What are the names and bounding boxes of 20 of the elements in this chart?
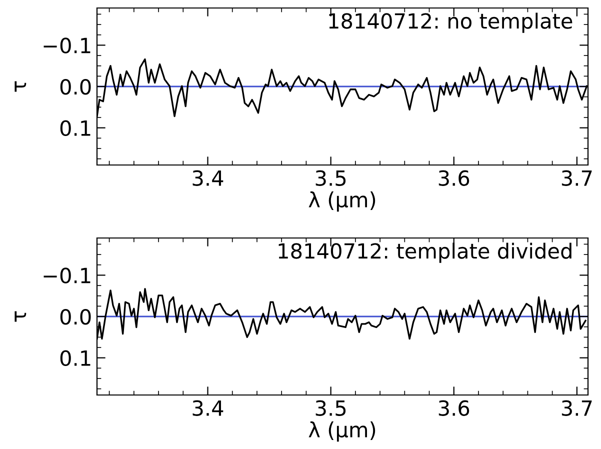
x-tick-label: 3.5 (316, 170, 346, 186)
x-tick-label: 3.7 (562, 400, 592, 416)
y-axis-title: τ (14, 81, 26, 92)
x-tick-label: 3.4 (192, 170, 224, 186)
x-tick-label: 3.6 (438, 400, 470, 416)
y-tick-label: 0.1 (60, 120, 90, 136)
y-tick-label: −0.1 (44, 38, 90, 54)
x-tick-label: 3.6 (438, 170, 470, 186)
x-tick-label: 3.4 (192, 400, 224, 416)
x-axis-title: λ (μm) (308, 191, 376, 212)
y-tick-label: 0.0 (60, 78, 91, 95)
x-tick-label: 3.7 (562, 170, 592, 186)
x-axis-title: λ (μm) (308, 421, 376, 442)
y-tick-label: 0.0 (60, 308, 91, 325)
x-tick-label: 3.5 (316, 400, 346, 416)
y-tick-label: −0.1 (44, 268, 90, 284)
y-axis-title: τ (14, 311, 26, 322)
chart-title: 18140712: no template (329, 12, 572, 33)
y-tick-label: 0.1 (60, 350, 90, 366)
chart-title: 18140712: template divided (278, 242, 572, 263)
